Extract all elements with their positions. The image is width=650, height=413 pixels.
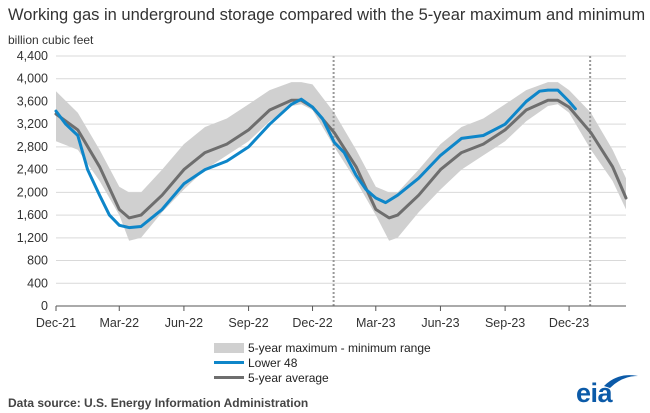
legend-item-lower48: Lower 48 — [214, 355, 431, 370]
x-tick-label: Mar-22 — [99, 316, 139, 330]
x-tick-label: Dec-21 — [36, 316, 76, 330]
x-tick-label: Mar-23 — [356, 316, 396, 330]
y-tick-label: 4,000 — [17, 72, 48, 86]
x-tick-label: Dec-23 — [549, 316, 589, 330]
legend-label-avg: 5-year average — [248, 370, 329, 385]
x-tick-label: Jun-22 — [165, 316, 203, 330]
y-tick-label: 3,600 — [17, 94, 48, 108]
eia-logo-text: eia — [576, 378, 613, 408]
x-tick-label: Dec-22 — [292, 316, 332, 330]
y-tick-label: 2,000 — [17, 185, 48, 199]
y-tick-label: 2,400 — [17, 163, 48, 177]
legend-swatch-lower48 — [214, 361, 244, 364]
gridlines — [56, 55, 626, 284]
line-5yr-average — [54, 98, 628, 220]
series-lines — [54, 88, 628, 230]
y-tick-label: 0 — [41, 299, 48, 313]
y-tick-label: 1,600 — [17, 208, 48, 222]
legend-swatch-avg — [214, 376, 244, 379]
axes: 0 400 800 1,200 1,600 2,000 2,400 2,800 3,200 3,6… — [17, 49, 626, 330]
eia-logo: eia — [574, 370, 640, 410]
eia-logo-swoosh-icon — [604, 375, 638, 388]
data-source: Data source: U.S. Energy Information Adm… — [8, 396, 309, 410]
y-axis-units: billion cubic feet — [8, 33, 94, 47]
legend: 5-year maximum - minimum range Lower 48 … — [214, 340, 431, 385]
line-lower48 — [54, 88, 577, 230]
y-tick-label: 2,800 — [17, 140, 48, 154]
legend-label-range: 5-year maximum - minimum range — [248, 340, 431, 355]
legend-item-avg: 5-year average — [214, 370, 431, 385]
legend-item-range: 5-year maximum - minimum range — [214, 340, 431, 355]
y-tick-label: 800 — [27, 254, 48, 268]
y-tick-label: 3,200 — [17, 117, 48, 131]
y-tick-label: 4,400 — [17, 49, 48, 63]
x-tick-label: Sep-22 — [228, 316, 268, 330]
y-tick-label: 400 — [27, 276, 48, 290]
year-dividers — [332, 56, 592, 306]
range-band — [56, 82, 626, 241]
range-band-area — [56, 82, 626, 241]
legend-label-lower48: Lower 48 — [248, 355, 298, 370]
legend-swatch-range — [214, 342, 244, 353]
chart-title: Working gas in underground storage compa… — [8, 6, 646, 24]
y-tick-label: 1,200 — [17, 231, 48, 245]
x-tick-label: Sep-23 — [485, 316, 525, 330]
x-tick-label: Jun-23 — [421, 316, 459, 330]
